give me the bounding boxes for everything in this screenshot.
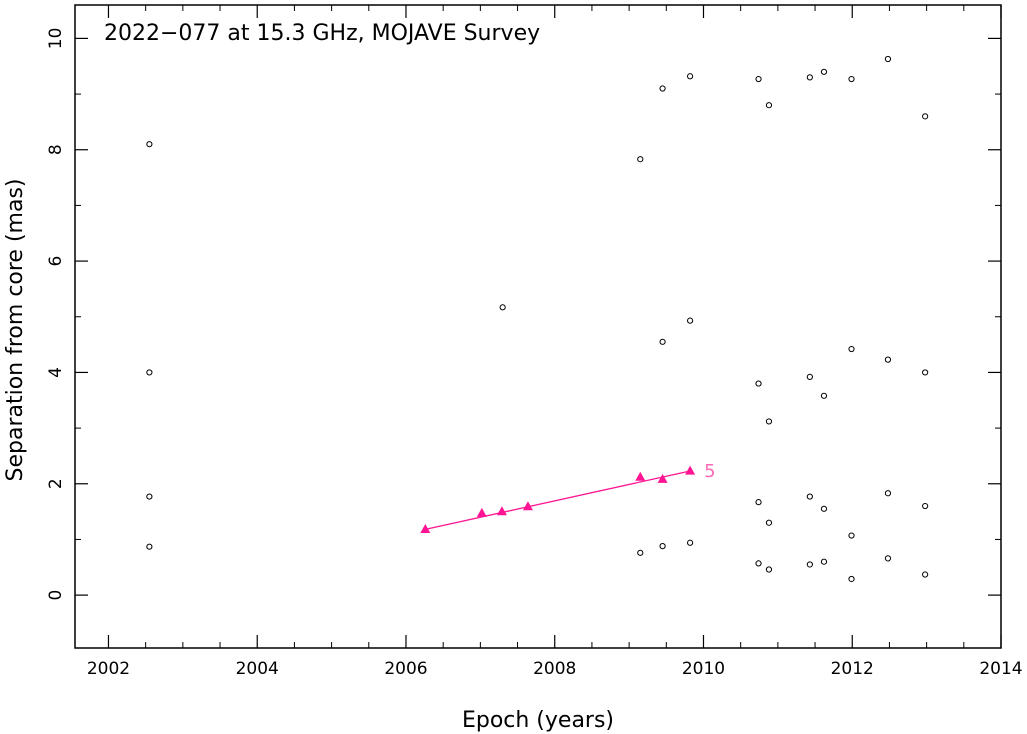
data-point-circle	[146, 493, 153, 500]
data-point-circle	[820, 558, 828, 565]
x-tick-label: 2008	[533, 659, 576, 679]
y-tick-label: 0	[46, 590, 66, 601]
chart-title: 2022−077 at 15.3 GHz, MOJAVE Survey	[104, 21, 540, 46]
data-point-circle	[806, 493, 813, 500]
data-point-circle	[884, 490, 892, 497]
y-tick-label: 8	[46, 144, 66, 155]
data-point-triangle	[522, 501, 533, 511]
data-point-circle	[820, 68, 828, 75]
data-point-triangle	[476, 507, 487, 517]
data-point-circle	[806, 561, 813, 568]
series-labels: 5	[704, 461, 715, 482]
data-point-circle	[848, 345, 855, 353]
data-point-circle	[755, 499, 762, 506]
data-point-circle	[637, 549, 644, 556]
data-point-circle	[687, 317, 694, 324]
data-point-circle	[687, 539, 694, 546]
y-tick-labels: 0 2 4 6 8 10	[46, 28, 66, 601]
x-tick-label: 2004	[236, 659, 279, 679]
data-point-circle	[765, 519, 773, 526]
data-point-circle	[848, 75, 855, 83]
data-point-circle	[922, 113, 929, 120]
data-point-circle	[922, 502, 929, 510]
data-point-circle	[820, 505, 828, 512]
plot-frame	[74, 4, 1002, 649]
data-point-circle	[659, 543, 666, 550]
data-point-circle	[755, 560, 762, 567]
x-tick-label: 2012	[831, 659, 874, 679]
data-point-triangle	[657, 473, 668, 483]
data-point-circle	[848, 532, 855, 539]
fit-lines	[425, 470, 691, 531]
x-tick-label: 2010	[682, 659, 725, 679]
data-point-circle	[820, 392, 828, 399]
data-point-circle	[146, 369, 153, 376]
data-point-circle	[884, 555, 892, 562]
data-point-circle	[146, 141, 153, 148]
data-points	[146, 55, 929, 583]
y-tick-label: 2	[46, 478, 66, 489]
data-point-circle	[884, 356, 892, 363]
y-axis-title: Separation from core (mas)	[3, 179, 28, 482]
data-point-circle	[806, 74, 813, 81]
data-point-circle	[659, 85, 666, 92]
data-point-circle	[146, 543, 153, 550]
data-point-circle	[765, 566, 773, 573]
axis-ticks	[75, 5, 1002, 648]
data-point-triangle	[635, 471, 646, 481]
data-point-circle	[884, 55, 892, 63]
data-point-circle	[848, 575, 855, 583]
x-axis-title: Epoch (years)	[462, 708, 614, 733]
series-label: 5	[704, 461, 715, 482]
data-point-circle	[659, 338, 666, 345]
data-point-circle	[922, 369, 929, 376]
data-point-triangle	[420, 524, 431, 534]
data-point-triangle	[496, 506, 507, 516]
y-tick-label: 10	[46, 28, 66, 50]
data-point-circle	[755, 380, 762, 387]
data-point-circle	[687, 73, 694, 80]
x-tick-labels: 2002 2004 2006 2008 2010 2012 2014	[87, 659, 1023, 679]
data-point-circle	[755, 75, 762, 83]
data-point-circle	[922, 571, 929, 578]
fit-line	[425, 470, 691, 531]
x-tick-label: 2002	[87, 659, 130, 679]
data-point-circle	[637, 156, 644, 163]
y-tick-label: 4	[46, 367, 66, 378]
y-tick-label: 6	[46, 256, 66, 267]
data-point-circle	[765, 102, 773, 109]
data-point-circle	[806, 373, 813, 380]
x-tick-label: 2006	[384, 659, 427, 679]
x-tick-label: 2014	[979, 659, 1022, 679]
data-point-triangle	[685, 465, 696, 475]
data-point-circle	[765, 418, 773, 425]
data-point-circle	[499, 304, 506, 311]
